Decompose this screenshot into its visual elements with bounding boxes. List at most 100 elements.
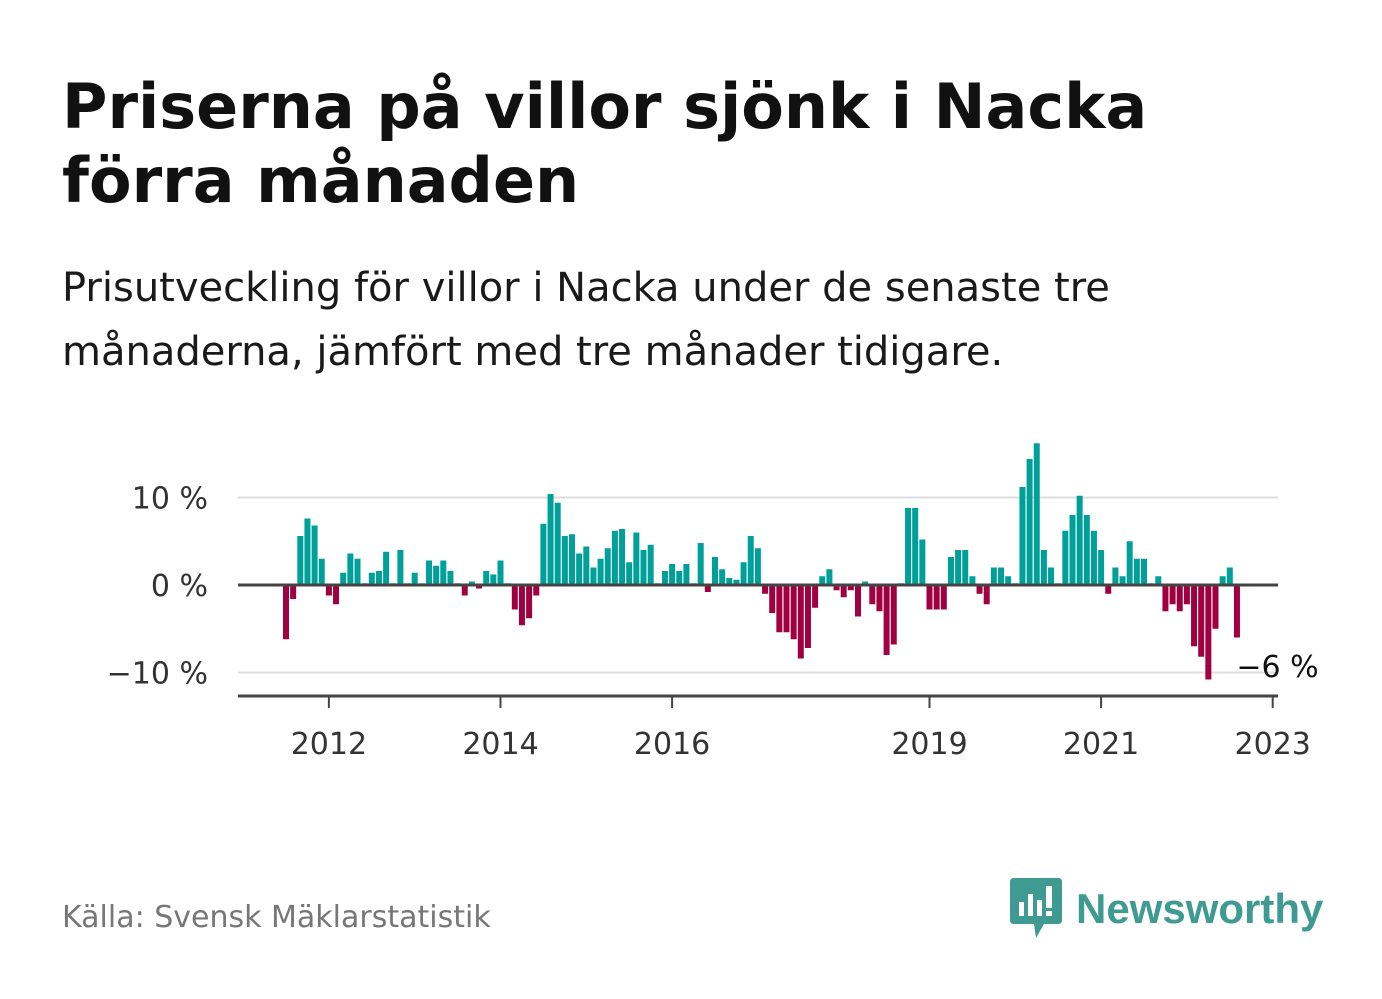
bar [1226,567,1233,585]
bar [283,585,289,640]
bar [490,574,497,585]
bar [783,585,790,633]
chart-subtitle: Prisutveckling för villor i Nacka under … [62,265,1110,375]
bar [983,585,990,605]
bar [747,536,754,585]
bar [776,585,783,633]
bar [1112,567,1119,585]
bar [826,569,833,585]
bar [947,557,954,585]
bar [862,581,869,585]
bar [990,567,997,585]
bar [740,562,747,585]
bar [855,585,861,617]
bar [383,551,390,585]
bar [955,550,962,585]
bar [397,550,404,585]
bar [297,536,304,585]
bar [1176,585,1183,612]
bar [847,585,854,591]
x-tick-label: 2021 [1063,727,1139,762]
bar [1026,459,1033,585]
brand-logo[interactable]: Newsworthy [1010,878,1323,940]
bar [647,544,654,585]
bar [290,585,297,599]
bar [626,562,633,585]
axes [238,583,1278,708]
bar [804,585,811,648]
bar [433,565,440,585]
bar [833,585,840,591]
bar [411,572,418,585]
bar [554,502,561,585]
bar [1062,530,1069,585]
bar [1105,585,1112,594]
newsworthy-logo-icon [1010,878,1062,938]
bar [576,553,583,585]
bar [919,539,926,585]
x-tick-label: 2016 [634,727,710,762]
bar [597,558,604,585]
bar [719,569,726,585]
bar [569,534,575,585]
bar [468,581,475,585]
latest-value-annotation: −6 % [1236,650,1318,685]
bar [1205,585,1212,680]
bar [1141,558,1147,585]
bar [840,585,847,598]
y-tick-label: 0 % [151,569,208,604]
bar [1198,585,1205,657]
bar [905,508,912,585]
bar [533,585,540,596]
bar [354,558,361,585]
bar [683,564,690,585]
bar [611,530,618,585]
source-note: Källa: Svensk Mäklarstatistik [62,900,491,935]
bar [1069,515,1076,585]
bar [318,558,325,585]
bar [733,579,740,585]
bar [769,585,776,613]
bar [340,572,347,585]
bar [890,585,897,645]
bar [511,585,518,610]
bar [790,585,797,640]
bar [304,518,311,585]
bar [976,585,983,594]
bar [1233,585,1240,638]
bar [1083,515,1090,585]
bar [1219,576,1226,585]
bar-chart: 10 % 0 % −10 % 2012 2014 2016 2019 2021 2023 −6 % [107,443,1319,762]
x-tick-label: 2012 [291,727,367,762]
bar [669,564,676,585]
bar [483,571,490,585]
bar [619,529,626,585]
gridlines [238,496,1278,674]
bar [1212,585,1219,629]
bar [926,585,933,610]
bar [1133,558,1140,585]
x-tick-label: 2023 [1235,727,1311,762]
bar [876,585,883,612]
x-tick-label: 2014 [462,727,538,762]
brand-name: Newsworthy [1076,885,1324,932]
bar [1076,495,1083,585]
bar [869,585,876,605]
bar [969,576,976,585]
bar [883,585,890,655]
bar [676,571,683,585]
bar [476,585,483,589]
bar [1098,550,1105,585]
bar [526,585,533,619]
bar [583,546,590,585]
bar [440,560,447,585]
bar [518,585,525,626]
bar [912,508,919,585]
bar-series [283,443,1240,680]
bar [704,585,711,592]
bar [1126,541,1133,585]
bar [933,585,940,610]
bar [1019,487,1026,585]
bar [1005,576,1012,585]
bar [797,585,804,659]
